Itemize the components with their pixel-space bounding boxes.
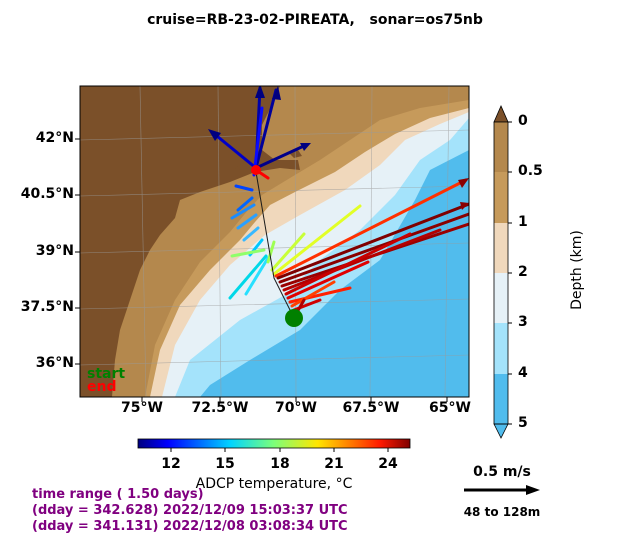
vector [274, 178, 468, 278]
vector [288, 286, 352, 304]
vector [254, 143, 308, 170]
lon-label-72-5: 72.5°W [191, 400, 249, 416]
end-marker [251, 165, 261, 175]
vector-arrowheads-red [458, 178, 469, 210]
vector [242, 226, 260, 242]
lon-label-75: 75°W [121, 400, 163, 416]
depth-tick-2: 2 [518, 264, 528, 280]
lat-label-37-5: 37.5°N [20, 299, 74, 315]
temp-colorbar-title: ADCP temperature, °C [195, 476, 353, 492]
vector [290, 280, 336, 308]
colorbar-bottom-extend [493, 423, 509, 439]
lon-label-65: 65°W [429, 400, 471, 416]
depth-color-band [494, 172, 508, 223]
colorbar-top-extend [493, 105, 509, 123]
vector [276, 202, 469, 280]
vector [244, 256, 270, 296]
depth-tick-3: 3 [518, 314, 528, 330]
depth-colorbar [493, 105, 512, 439]
depth-tick-0-5: 0.5 [518, 163, 543, 179]
vector [252, 106, 264, 177]
legend-end: end [87, 379, 117, 395]
lon-label-70: 70°W [275, 400, 317, 416]
current-vectors [210, 86, 469, 319]
vector [228, 254, 268, 300]
lat-label-39: 39°N [35, 243, 74, 259]
temp-tick-18: 18 [270, 456, 290, 472]
scale-depth-range: 48 to 128m [463, 505, 541, 519]
vector [266, 240, 276, 264]
legend-start: start [87, 366, 126, 382]
depth-tick-0: 0 [518, 113, 528, 129]
vector [284, 232, 412, 296]
lon-label-67-5: 67.5°W [342, 400, 400, 416]
lat-label-40-5: 40.5°N [20, 186, 74, 202]
map-frame [79, 85, 470, 398]
depth-tick-1: 1 [518, 214, 528, 230]
vector-arrowheads [208, 86, 311, 151]
scale-arrow [464, 485, 540, 495]
start-marker [285, 309, 303, 327]
temp-tick-24: 24 [378, 456, 398, 472]
lat-label-36: 36°N [35, 355, 74, 371]
depth-tick-4: 4 [518, 365, 528, 381]
island [290, 150, 302, 158]
vector [236, 213, 258, 230]
lat-label-42: 42°N [35, 130, 74, 146]
temp-tick-12: 12 [161, 456, 181, 472]
vector [286, 260, 370, 300]
dday-end-label: (dday = 342.628) 2022/12/09 15:03:37 UTC [32, 503, 348, 518]
vector [230, 203, 256, 220]
vector [282, 228, 442, 292]
depth-color-band [494, 223, 508, 273]
map-panel [80, 86, 469, 397]
vector [278, 212, 469, 284]
vector [210, 130, 258, 170]
plot-title: cruise=RB-23-02-PIREATA, sonar=os75nb [147, 12, 483, 28]
temperature-colorbar [137, 438, 411, 452]
temp-tick-15: 15 [215, 456, 235, 472]
temp-tick-21: 21 [324, 456, 344, 472]
vector [230, 248, 266, 258]
depth-color-band [494, 122, 508, 172]
depth-tick-5: 5 [518, 415, 528, 431]
vector [234, 184, 254, 192]
depth-color-band [494, 374, 508, 424]
vector [236, 196, 254, 212]
vector [270, 232, 306, 272]
scale-speed-label: 0.5 m/s [473, 464, 531, 480]
vector [254, 88, 278, 170]
time-range-label: time range ( 1.50 days) [32, 487, 204, 502]
ship-track [255, 171, 275, 279]
depth-color-band [494, 273, 508, 323]
axis-ticks [75, 138, 448, 402]
dday-start-label: (dday = 341.131) 2022/12/08 03:08:34 UTC [32, 519, 348, 534]
depth-colorbar-title: Depth (km) [569, 230, 585, 310]
depth-color-band [494, 323, 508, 374]
vector [272, 204, 362, 276]
